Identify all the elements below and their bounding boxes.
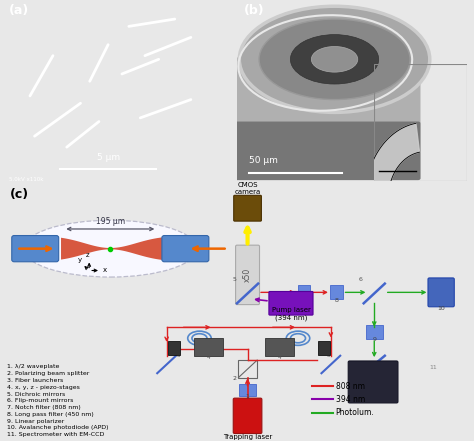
FancyBboxPatch shape [264,338,294,356]
FancyBboxPatch shape [234,195,261,221]
Text: (c): (c) [9,188,28,202]
Polygon shape [365,123,419,233]
Text: 5.0kV x110k: 5.0kV x110k [9,177,44,182]
Text: Pump laser
(394 nm): Pump laser (394 nm) [272,307,310,321]
FancyBboxPatch shape [162,235,209,262]
Text: 10. Avalanche photodiode (APD): 10. Avalanche photodiode (APD) [7,426,109,430]
FancyBboxPatch shape [330,285,343,299]
Text: 4: 4 [277,355,281,360]
Text: 4: 4 [207,355,210,360]
Text: 808 nm: 808 nm [336,382,365,391]
FancyBboxPatch shape [236,245,260,305]
FancyBboxPatch shape [428,278,454,307]
Text: 1: 1 [246,394,249,399]
FancyBboxPatch shape [167,341,180,355]
Text: 2. Polarizing beam splitter: 2. Polarizing beam splitter [7,371,90,376]
Ellipse shape [24,220,197,277]
Text: 8: 8 [335,298,338,303]
FancyBboxPatch shape [239,384,256,396]
Ellipse shape [259,19,410,100]
Text: CMOS
camera: CMOS camera [235,182,261,195]
FancyBboxPatch shape [348,361,398,403]
FancyBboxPatch shape [269,292,313,315]
Text: x50: x50 [243,268,252,282]
Ellipse shape [311,46,358,72]
Ellipse shape [239,6,430,112]
FancyBboxPatch shape [298,285,310,299]
Text: x: x [103,267,108,273]
Text: 2: 2 [233,376,237,381]
Text: 9. Linear polarizer: 9. Linear polarizer [7,419,64,424]
Text: Photolum.: Photolum. [336,408,374,417]
Text: 7. Notch filter (808 nm): 7. Notch filter (808 nm) [7,405,81,410]
Text: 5: 5 [232,277,236,282]
Text: 3. Fiber launchers: 3. Fiber launchers [7,378,64,383]
Text: 11. Spectrometer with EM-CCD: 11. Spectrometer with EM-CCD [7,432,104,437]
FancyBboxPatch shape [233,398,262,434]
Text: (a): (a) [9,4,29,17]
FancyBboxPatch shape [235,122,420,180]
Text: 6. Flip-mount mirrors: 6. Flip-mount mirrors [7,398,73,404]
Text: 3: 3 [177,353,180,358]
Ellipse shape [363,219,381,247]
FancyBboxPatch shape [12,235,59,262]
Text: 5. Dichroic mirrors: 5. Dichroic mirrors [7,392,65,396]
Text: Trapping laser
(808 nm): Trapping laser (808 nm) [223,434,272,441]
Ellipse shape [291,34,379,84]
Text: z: z [86,252,90,258]
FancyBboxPatch shape [194,338,223,356]
Text: 1. λ/2 waveplate: 1. λ/2 waveplate [7,364,59,370]
Text: y: y [77,257,82,263]
Text: 50 μm: 50 μm [248,157,277,165]
Text: 9: 9 [372,337,376,342]
FancyBboxPatch shape [235,57,420,180]
Polygon shape [61,236,188,262]
Text: (b): (b) [244,4,264,17]
Text: 3: 3 [327,353,330,358]
Text: 11: 11 [429,365,437,370]
Text: 4. x, y, z - piezo-stages: 4. x, y, z - piezo-stages [7,385,80,390]
Text: 5 μm: 5 μm [97,153,119,162]
Text: 7: 7 [302,298,306,303]
Text: 8. Long pass filter (450 nm): 8. Long pass filter (450 nm) [7,412,94,417]
FancyBboxPatch shape [318,341,330,355]
Text: 394 nm: 394 nm [336,395,365,404]
Text: 10: 10 [437,306,445,311]
Text: 6: 6 [359,277,363,282]
Text: 195 μm: 195 μm [96,217,125,226]
FancyBboxPatch shape [365,325,383,339]
